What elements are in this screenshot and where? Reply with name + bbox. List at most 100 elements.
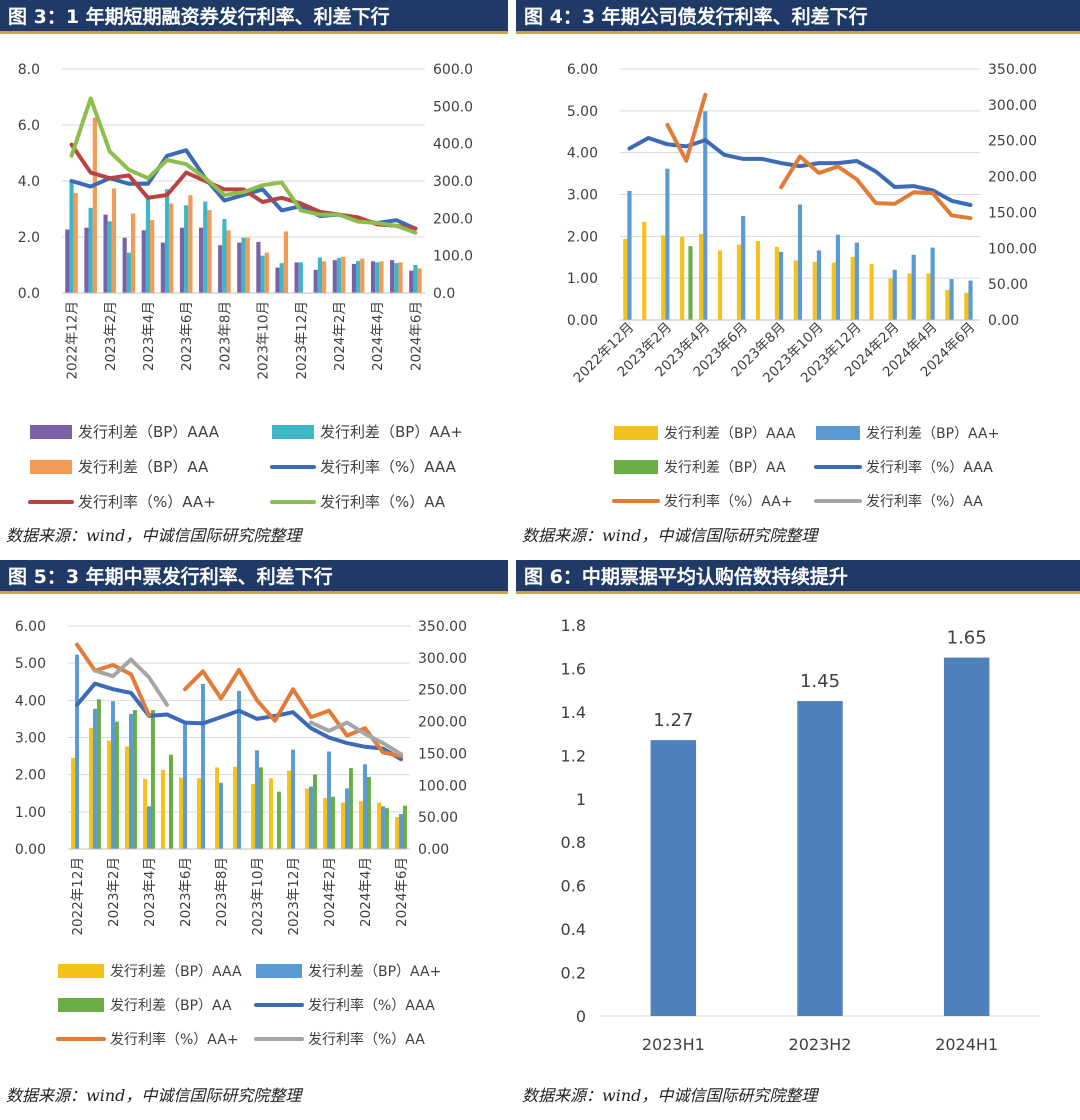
x-tick-label: 2023年10月 <box>250 857 266 936</box>
panel-title: 图 3：1 年期短期融资券发行利率、利差下行 <box>0 0 508 34</box>
bar <box>322 261 327 293</box>
bar <box>88 207 93 293</box>
bar <box>911 254 916 320</box>
bar <box>680 236 685 320</box>
bar <box>65 229 70 293</box>
legend-swatch <box>58 964 104 978</box>
x-tick-label: 2023年2月 <box>103 301 119 371</box>
bar <box>797 204 803 320</box>
bar <box>336 257 342 293</box>
x-tick-label: 2024年6月 <box>408 301 424 371</box>
legend-label: 发行利率（%）AAA <box>866 459 993 476</box>
bar <box>930 247 935 320</box>
legend-swatch <box>816 426 860 440</box>
bar <box>370 261 376 293</box>
y-left-tick-label: 5.00 <box>567 104 598 120</box>
y-tick-label: 0.6 <box>561 877 586 896</box>
bar <box>313 269 318 293</box>
bar <box>111 701 115 849</box>
bar <box>160 242 165 293</box>
chart-panel-medium-term-note: 图 5：3 年期中票发行利率、利差下行 0.00 1.00 2.00 3.00 4.00… <box>0 560 508 1120</box>
bar <box>642 221 647 320</box>
bar <box>147 806 151 849</box>
x-tick-label: 2023年4月 <box>141 301 157 371</box>
bar <box>179 227 185 293</box>
y-right-tick-label: 250.00 <box>418 683 467 699</box>
y-right-tick-label: 150.00 <box>988 205 1037 221</box>
y-tick-label: 0.2 <box>561 964 586 983</box>
bar <box>255 750 259 849</box>
legend-label: 发行利率（%）AA+ <box>664 493 793 510</box>
bar <box>145 198 151 293</box>
y-tick-label: 1.8 <box>561 616 586 635</box>
bar <box>130 213 136 293</box>
bar <box>114 721 119 849</box>
bar <box>73 192 78 293</box>
y-right-tick-label: 100.0 <box>433 249 473 265</box>
bar <box>381 806 385 849</box>
bar <box>226 230 231 293</box>
bar <box>345 788 349 849</box>
bar <box>688 246 693 320</box>
x-tick-label: 2022年12月 <box>70 857 86 936</box>
bar <box>755 241 761 320</box>
bar <box>237 242 242 293</box>
x-tick-label: 2023H2 <box>789 1035 852 1054</box>
bar <box>717 250 723 320</box>
bar <box>197 778 202 849</box>
bar <box>283 231 289 293</box>
x-tick-label: 2023H1 <box>642 1035 705 1054</box>
chart-subscription-multiple: 0 0.2 0.4 0.6 0.8 1 1.2 1.4 1.6 1.8 1.27 2023H1 1.45… <box>561 616 1040 1054</box>
bar <box>379 261 384 293</box>
legend-label: 发行利率（%）AA <box>866 493 983 510</box>
y-left-tick-label: 0.0 <box>18 286 40 302</box>
bar <box>309 786 313 849</box>
legend-swatch <box>256 964 302 978</box>
bar <box>245 237 250 293</box>
bar <box>201 683 205 849</box>
x-tick-label: 2023年4月 <box>142 857 158 927</box>
y-left-tick-label: 2.00 <box>567 229 598 245</box>
chart-medium-term-note: 0.00 1.00 2.00 3.00 4.00 5.00 6.00 0.00 50.00 100… <box>15 619 467 1048</box>
bar <box>215 767 220 849</box>
bar <box>207 210 212 293</box>
bar <box>241 237 246 293</box>
bar <box>356 260 361 293</box>
bar <box>264 252 269 293</box>
series-line <box>69 142 418 231</box>
bar <box>93 708 97 849</box>
bar <box>188 195 193 293</box>
y-right-tick-label: 600.0 <box>433 62 473 78</box>
legend-label: 发行利差（BP）AAA <box>78 423 220 441</box>
panel-title: 图 5：3 年期中票发行利率、利差下行 <box>0 560 508 594</box>
y-right-tick-label: 400.0 <box>433 137 473 153</box>
y-right-tick-label: 100.00 <box>418 778 467 794</box>
legend-swatch <box>614 460 658 474</box>
bar <box>203 201 208 293</box>
bar <box>169 203 174 293</box>
y-tick-label: 1 <box>576 790 586 809</box>
bar <box>233 766 238 849</box>
bar <box>907 273 912 320</box>
bar <box>854 242 859 320</box>
x-tick-label: 2023年8月 <box>214 857 230 927</box>
bar <box>218 245 223 293</box>
bar <box>736 244 742 320</box>
legend-label: 发行利率（%）AA <box>308 1031 425 1048</box>
series-line <box>309 720 403 757</box>
bar <box>126 252 131 293</box>
bar <box>330 796 335 849</box>
series-line <box>183 667 403 759</box>
y-left-tick-label: 6.00 <box>15 619 46 635</box>
bar <box>237 690 241 849</box>
bar <box>69 181 74 293</box>
bar <box>341 802 346 849</box>
legend-label: 发行利率（%）AA <box>320 493 446 511</box>
series-line <box>75 681 403 762</box>
bar <box>183 721 187 849</box>
bar <box>926 273 931 320</box>
bar <box>945 289 950 320</box>
bar <box>402 805 407 849</box>
y-right-tick-label: 500.0 <box>433 99 473 115</box>
y-right-tick-label: 0.0 <box>433 286 455 302</box>
